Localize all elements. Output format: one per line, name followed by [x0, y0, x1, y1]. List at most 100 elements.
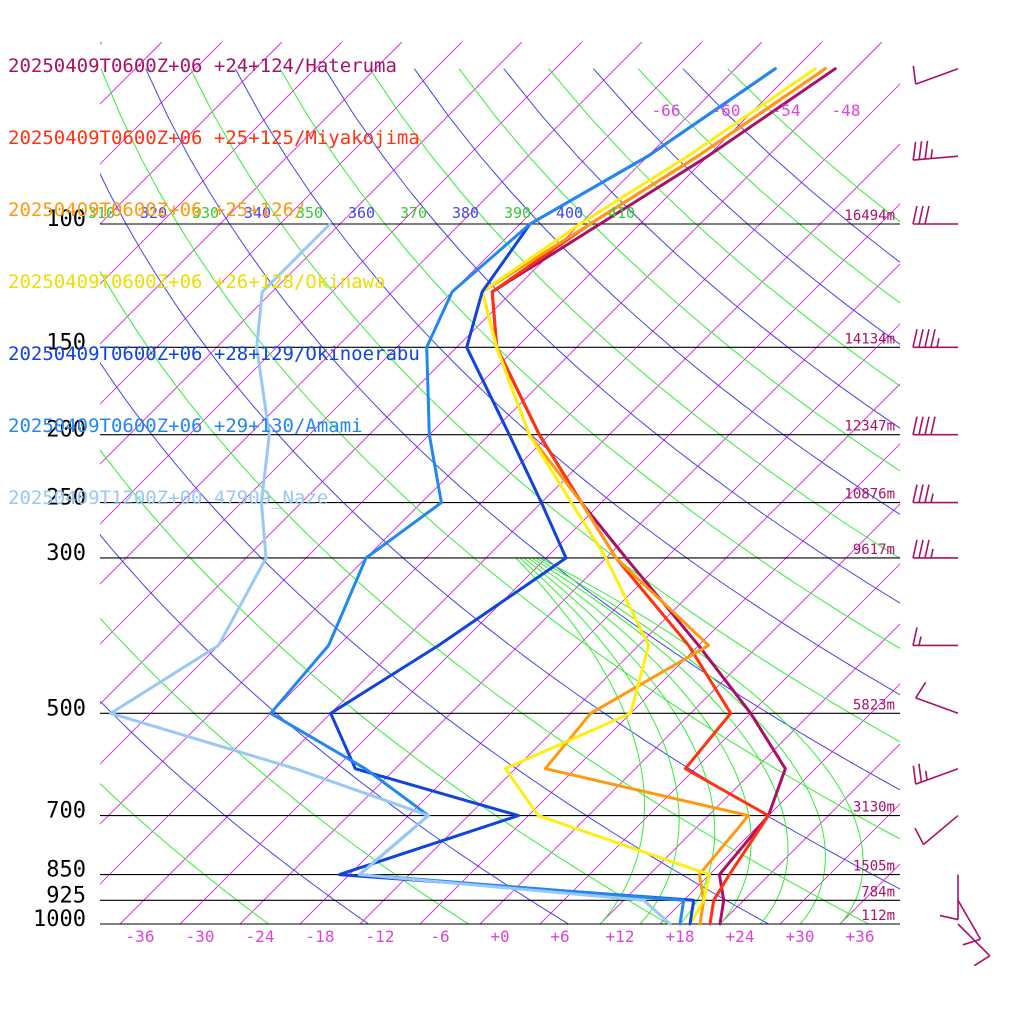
theta-label: 310: [88, 204, 115, 222]
pressure-label: 300: [46, 541, 86, 566]
barb-flag: [924, 484, 930, 503]
barb-flag: [912, 627, 918, 646]
barb-flag: [912, 765, 917, 785]
temperature-tick-label: +6: [550, 927, 569, 946]
adiabat-line: [100, 68, 900, 840]
temperature-tick-label: -18: [306, 927, 335, 946]
sounding-line: [109, 222, 672, 926]
barb-flag: [924, 416, 930, 435]
isotherm-line: [719, 743, 900, 924]
legend-entry-point-126: 20250409T0600Z+06 +25+126/: [8, 199, 306, 221]
theta-label: 360: [348, 204, 375, 222]
barb-flag: [924, 140, 929, 160]
isotherm-line: [179, 203, 900, 924]
barb-flag: [962, 938, 981, 946]
theta-label: 380: [452, 204, 479, 222]
isotherm-label: -66: [652, 101, 681, 120]
adiabat-line: [100, 449, 670, 924]
barb-staff: [915, 767, 959, 785]
legend-entry-miyakojima: 20250409T0600Z+06 +25+125/Miyakojima: [8, 127, 420, 149]
temperature-tick-label: -24: [246, 927, 275, 946]
isotherm-line: [539, 563, 900, 924]
wind-barb: [915, 681, 959, 715]
barb-flag: [924, 539, 930, 559]
height-label: 784m: [861, 884, 895, 900]
height-label: 16494m: [844, 208, 895, 224]
barb-flag: [924, 205, 930, 225]
barb-flag: [912, 539, 918, 559]
temperature-tick-label: -36: [126, 927, 155, 946]
wind-barb: [912, 329, 958, 349]
barb-staff: [915, 67, 959, 85]
isotherm-line: [100, 41, 343, 285]
barb-flag: [918, 416, 924, 435]
height-label: 3130m: [853, 800, 895, 816]
barb-half-flag: [918, 636, 922, 646]
axis-labels: 100 16494m 150 14134m 200 12347m 250 10876m 300 9…: [33, 101, 895, 946]
barb-half-flag: [930, 548, 934, 559]
barb-flag: [914, 827, 925, 845]
adiabat-line: [369, 68, 900, 559]
height-label: 14134m: [844, 331, 895, 347]
legend-entry-naze: 20250409T1200Z+00 47909_Naze: [8, 487, 329, 509]
isotherm-line: [599, 623, 900, 924]
moist-adiabat-line: [539, 557, 864, 924]
barb-flag: [918, 539, 924, 559]
isotherm-line: [299, 323, 900, 924]
adiabat-line: [234, 68, 900, 696]
isotherm-line: [100, 41, 823, 765]
height-label: 1505m: [853, 859, 895, 875]
legend-entry-hateruma: 20250409T0600Z+06 +24+124/Hateruma: [8, 55, 397, 77]
isotherm-line: [100, 41, 883, 825]
barb-flag: [918, 484, 924, 503]
theta-label: 350: [296, 204, 323, 222]
wind-barb: [957, 923, 991, 967]
wind-barb: [912, 205, 958, 225]
wind-barb: [912, 416, 958, 436]
theta-label: 390: [504, 204, 531, 222]
isotherm-line: [100, 83, 900, 885]
isotherm-line: [100, 41, 583, 525]
barb-flag: [912, 141, 917, 161]
adiabat-line: [458, 68, 900, 472]
pressure-label: 925: [46, 883, 86, 908]
legend-entry-amami: 20250409T0600Z+06 +29+130/Amami: [8, 415, 363, 437]
isotherm-line: [419, 443, 900, 924]
isotherm-line: [899, 923, 900, 924]
adiabat-line: [637, 68, 900, 304]
barb-flag: [912, 416, 918, 435]
wind-barb: [912, 627, 958, 647]
wind-barb: [939, 874, 959, 921]
isotherm-line: [100, 41, 463, 405]
barb-flag: [912, 205, 918, 225]
pressure-label: 500: [46, 696, 86, 721]
theta-label: 340: [244, 204, 271, 222]
barb-flag: [912, 65, 917, 85]
barb-staff: [923, 814, 959, 846]
isotherm-line: [839, 863, 900, 924]
adiabat-line: [145, 68, 900, 791]
barb-staff: [915, 697, 959, 715]
barb-flag: [930, 416, 936, 435]
height-label: 10876m: [844, 487, 895, 503]
temperature-tick-label: +18: [666, 927, 695, 946]
temperature-tick-label: +30: [786, 927, 815, 946]
barb-staff: [913, 155, 959, 161]
barb-flag: [918, 329, 924, 348]
sounding-lines: [109, 67, 837, 926]
temperature-tick-label: +24: [726, 927, 755, 946]
theta-label: 410: [608, 204, 635, 222]
isotherm-line: [779, 803, 900, 924]
adiabat-line: [100, 783, 270, 924]
wind-barb-column: [912, 65, 991, 967]
adiabat-line: [593, 68, 900, 345]
isotherm-line: [100, 41, 643, 585]
barb-flag: [939, 914, 959, 921]
theta-label: 370: [400, 204, 427, 222]
legend: 20250409T0600Z+06 +24+124/Hateruma 20250…: [8, 6, 420, 534]
wind-barb: [912, 140, 959, 161]
pressure-label: 150: [46, 330, 86, 355]
isotherm-label: -48: [832, 101, 861, 120]
barb-half-flag: [930, 493, 934, 503]
barb-flag: [973, 955, 991, 967]
